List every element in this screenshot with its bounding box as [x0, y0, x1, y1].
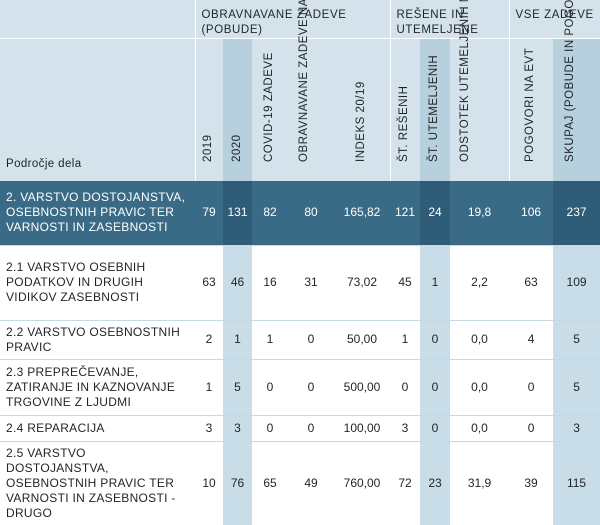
row-value-cell: 49	[288, 440, 334, 525]
row-value-cell: 3	[223, 414, 252, 441]
row-value-cell: 0	[288, 358, 334, 415]
row-value-cell: 23	[420, 440, 451, 525]
group-resene: REŠENE IN UTEMELJENE	[389, 0, 510, 39]
row-value-cell: 1	[390, 319, 421, 359]
row-value-cell: 5	[553, 319, 600, 359]
col-2019: 2019	[194, 38, 223, 181]
row-value-cell: 3	[195, 414, 223, 441]
row-value-cell: 1	[420, 244, 451, 320]
row-value-cell: 24	[420, 181, 451, 245]
row-value-cell: 1	[252, 319, 288, 359]
row-value-cell: 63	[195, 244, 223, 320]
row-value-cell: 106	[509, 181, 554, 245]
row-value-cell: 80	[288, 181, 334, 245]
row-value-cell: 100,00	[334, 414, 391, 441]
table-row: 2.4 REPARACIJA 3 3 0 0 100,00 3 0 0,0 0 3	[0, 414, 600, 441]
group-obravnavane: OBRAVNAVANE ZADEVE (POBUDE)	[194, 0, 391, 39]
col-skupaj: SKUPAJ (POBUDE IN POGOVORI)	[553, 0, 600, 181]
row-value-cell: 0	[288, 414, 334, 441]
row-value-cell: 3	[553, 414, 600, 441]
row-value-cell: 165,82	[334, 181, 391, 245]
row-value-cell: 16	[252, 244, 288, 320]
row-value-cell: 50,00	[334, 319, 391, 359]
table-row: 2.1 VARSTVO OSEBNIH PODATKOV IN DRUGIH V…	[0, 244, 600, 320]
row-value-cell: 31,9	[450, 440, 510, 525]
table-row: 2.2 VARSTVO OSEBNOSTNIH PRAVIC 2 1 1 0 50,00 1…	[0, 319, 600, 359]
row-value-cell: 0	[509, 358, 554, 415]
row-value-cell: 121	[390, 181, 421, 245]
row-value-cell: 2	[195, 319, 223, 359]
group-header-row: OBRAVNAVANE ZADEVE (POBUDE) REŠENE IN UT…	[0, 0, 600, 39]
row-value-cell: 0	[509, 414, 554, 441]
row-value-cell: 4	[509, 319, 554, 359]
row-value-cell: 76	[223, 440, 252, 525]
row-value-cell: 115	[553, 440, 600, 525]
row-value-cell: 65	[252, 440, 288, 525]
row-value-cell: 0	[390, 358, 421, 415]
row-value-cell: 31	[288, 244, 334, 320]
row-value-cell: 1	[195, 358, 223, 415]
col-st-utemeljenih: ŠT. UTEMELJENIH	[420, 38, 451, 181]
row-value-cell: 0	[420, 358, 451, 415]
table-row-highlight: 2. VARSTVO DOSTOJANSTVA, OSEBNOSTNIH PRA…	[0, 181, 600, 245]
row-value-cell: 0	[252, 414, 288, 441]
row-value-cell: 760,00	[334, 440, 391, 525]
col-2020: 2020	[223, 38, 252, 181]
group-vse: VSE ZADEVE	[508, 0, 600, 39]
col-st-resenih: ŠT. REŠENIH	[389, 38, 421, 181]
table-row: 2.5 VARSTVO DOSTOJANSTVA, OSEBNOSTNIH PR…	[0, 440, 600, 525]
row-value-cell: 0,0	[450, 358, 510, 415]
row-value-cell: 3	[390, 414, 421, 441]
row-value-cell: 237	[553, 181, 600, 245]
row-value-cell: 0	[420, 319, 451, 359]
row-value-cell: 45	[390, 244, 421, 320]
row-area-label: 2.3 PREPREČEVANJE, ZATIRANJE IN KAZNOVAN…	[0, 358, 195, 415]
row-value-cell: 82	[252, 181, 288, 245]
row-value-cell: 109	[553, 244, 600, 320]
row-value-cell: 500,00	[334, 358, 391, 415]
row-area-label: 2.4 REPARACIJA	[0, 414, 195, 441]
row-area-label: 2.1 VARSTVO OSEBNIH PODATKOV IN DRUGIH V…	[0, 244, 195, 320]
row-value-cell: 1	[223, 319, 252, 359]
row-area-label: 2.5 VARSTVO DOSTOJANSTVA, OSEBNOSTNIH PR…	[0, 440, 195, 525]
row-value-cell: 10	[195, 440, 223, 525]
col-odstotek: ODSTOTEK UTEMELJENIH MED REŠENIMI	[450, 0, 510, 181]
row-value-cell: 72	[390, 440, 421, 525]
row-value-cell: 0,0	[450, 414, 510, 441]
row-value-cell: 5	[223, 358, 252, 415]
row-value-cell: 63	[509, 244, 554, 320]
row-value-cell: 19,8	[450, 181, 510, 245]
area-header: Področje dela	[0, 38, 195, 181]
row-value-cell: 46	[223, 244, 252, 320]
row-area-label: 2.2 VARSTVO OSEBNOSTNIH PRAVIC	[0, 319, 195, 359]
col-pogovori: POGOVORI NA EVT	[508, 38, 554, 181]
table-row: 2.3 PREPREČEVANJE, ZATIRANJE IN KAZNOVAN…	[0, 358, 600, 415]
row-value-cell: 0	[252, 358, 288, 415]
row-value-cell: 0	[288, 319, 334, 359]
row-value-cell: 131	[223, 181, 252, 245]
row-value-cell: 2,2	[450, 244, 510, 320]
row-value-cell: 79	[195, 181, 223, 245]
col-indeks: INDEKS 20/19	[334, 38, 391, 181]
column-header-row: Področje dela 2019 2020 COVID-19 ZADEVE …	[0, 0, 600, 181]
row-value-cell: 73,02	[334, 244, 391, 320]
row-value-cell: 0,0	[450, 319, 510, 359]
col-evt-zadeve: OBRAVNAVANE ZADEVE NA EVT	[288, 0, 334, 181]
col-covid: COVID-19 ZADEVE	[252, 38, 288, 181]
row-value-cell: 5	[553, 358, 600, 415]
row-area-label: 2. VARSTVO DOSTOJANSTVA, OSEBNOSTNIH PRA…	[0, 181, 195, 245]
row-value-cell: 39	[509, 440, 554, 525]
row-value-cell: 0	[420, 414, 451, 441]
